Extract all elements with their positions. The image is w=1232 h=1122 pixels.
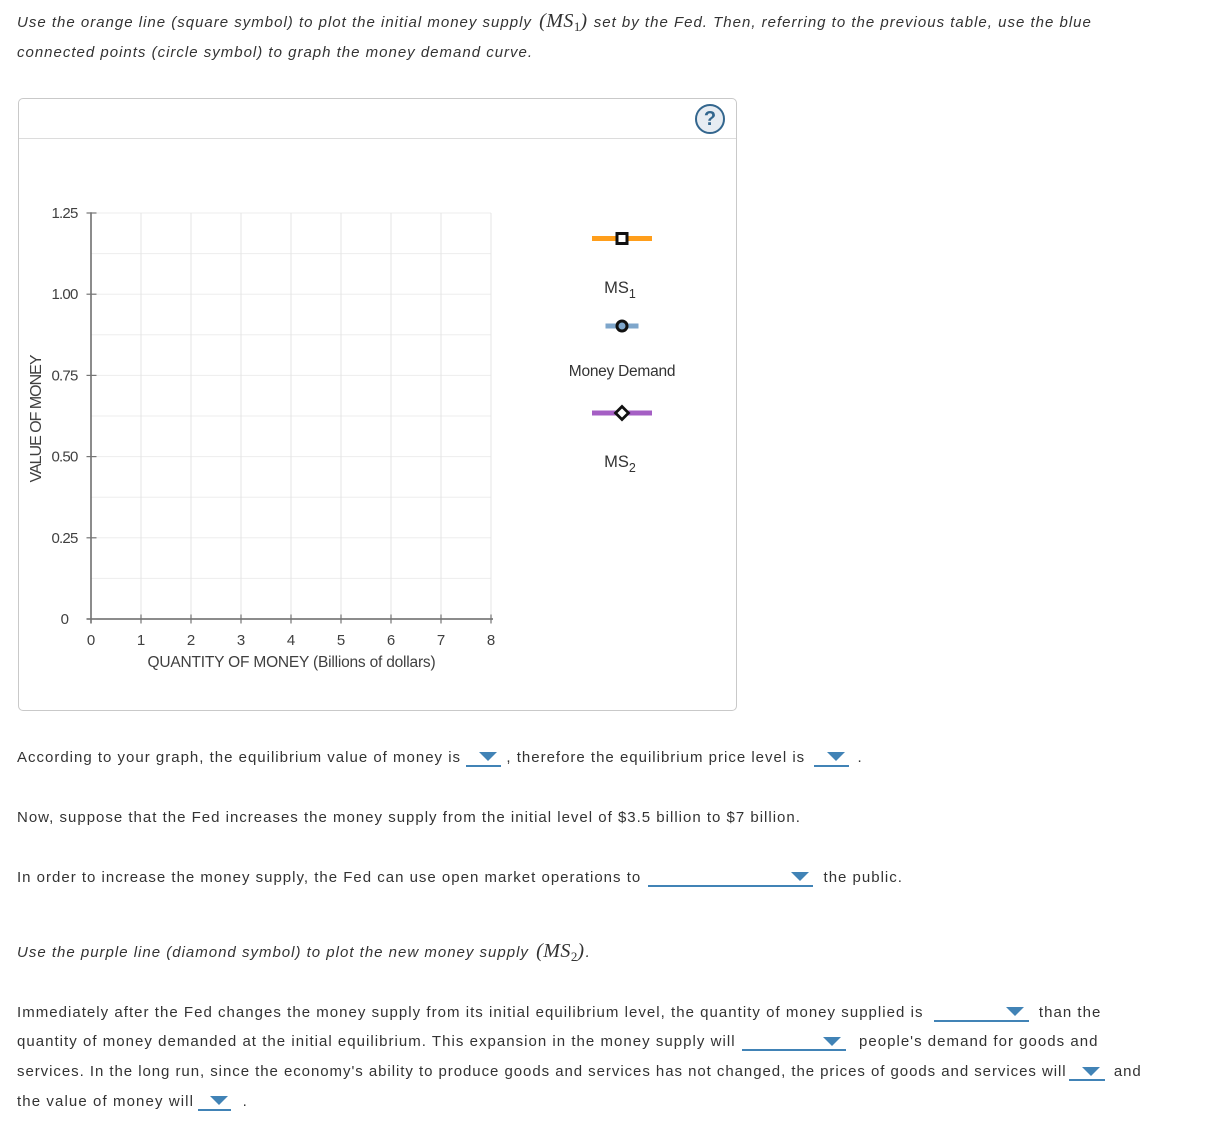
svg-text:0.75: 0.75 <box>52 367 78 384</box>
svg-text:MS2: MS2 <box>604 453 636 475</box>
svg-text:0.50: 0.50 <box>52 449 78 466</box>
svg-text:1.00: 1.00 <box>52 286 78 303</box>
svg-text:5: 5 <box>337 632 345 649</box>
svg-text:6: 6 <box>387 632 395 649</box>
svg-text:1.25: 1.25 <box>52 205 78 222</box>
svg-text:1: 1 <box>137 632 145 649</box>
svg-text:8: 8 <box>487 632 495 649</box>
svg-text:7: 7 <box>437 632 445 649</box>
svg-text:2: 2 <box>187 632 195 649</box>
svg-text:0: 0 <box>61 611 69 628</box>
svg-text:0.25: 0.25 <box>52 530 78 547</box>
svg-text:3: 3 <box>237 632 245 649</box>
svg-text:4: 4 <box>287 632 295 649</box>
svg-text:QUANTITY OF MONEY (Billions of: QUANTITY OF MONEY (Billions of dollars) <box>148 654 436 671</box>
svg-text:Money Demand: Money Demand <box>569 363 675 380</box>
svg-text:VALUE OF MONEY: VALUE OF MONEY <box>28 354 45 482</box>
svg-text:MS1: MS1 <box>604 279 636 301</box>
svg-text:0: 0 <box>87 632 95 649</box>
